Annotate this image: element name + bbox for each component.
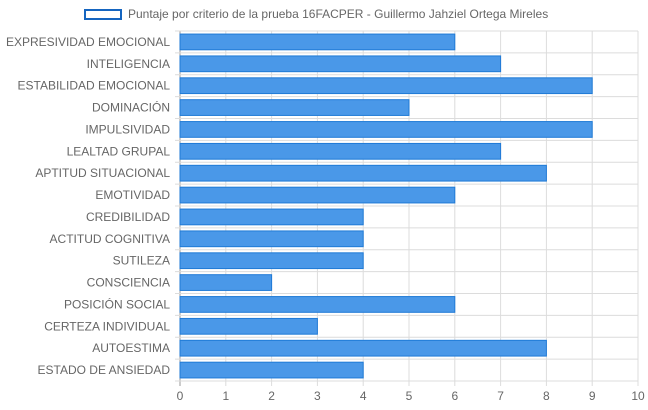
- y-category-label: CERTEZA INDIVIDUAL: [44, 319, 170, 333]
- x-tick-label: 2: [268, 389, 275, 403]
- x-tick-label: 8: [543, 389, 550, 403]
- y-category-label: IMPULSIVIDAD: [85, 122, 170, 136]
- x-tick-label: 10: [631, 389, 645, 403]
- bar: [179, 55, 502, 73]
- y-category-label: DOMINACIÓN: [92, 100, 170, 115]
- y-category-label: EXPRESIVIDAD EMOCIONAL: [6, 35, 170, 49]
- y-category-label: SUTILEZA: [113, 254, 170, 268]
- y-category-label: INTELIGENCIA: [87, 57, 170, 71]
- y-category-label: CREDIBILIDAD: [86, 210, 170, 224]
- x-tick-label: 1: [222, 389, 229, 403]
- bar: [179, 142, 502, 160]
- y-category-label: APTITUD SITUACIONAL: [35, 166, 170, 180]
- x-tick-label: 7: [497, 389, 504, 403]
- legend-label: Puntaje por criterio de la prueba 16FACP…: [128, 7, 549, 21]
- x-tick-label: 6: [451, 389, 458, 403]
- bar: [179, 274, 273, 291]
- legend-swatch: [84, 8, 122, 20]
- bar: [179, 186, 456, 204]
- chart-legend[interactable]: Puntaje por criterio de la prueba 16FACP…: [84, 6, 548, 22]
- bar: [179, 99, 410, 116]
- x-tick-label: 9: [589, 389, 596, 403]
- x-tick-label: 5: [406, 389, 413, 403]
- bar: [179, 33, 456, 51]
- bar: [179, 296, 456, 313]
- y-category-label: POSICIÓN SOCIAL: [64, 296, 170, 311]
- bar: [179, 208, 364, 226]
- bar: [179, 164, 547, 182]
- x-tick-label: 3: [314, 389, 321, 403]
- bar: [179, 317, 318, 335]
- bar: [179, 230, 364, 248]
- bar: [179, 339, 547, 357]
- y-category-label: AUTOESTIMA: [92, 341, 170, 355]
- y-category-label: LEALTAD GRUPAL: [67, 144, 171, 158]
- bar: [179, 77, 593, 95]
- y-category-label: EMOTIVIDAD: [95, 188, 170, 202]
- bar: [179, 252, 364, 270]
- y-category-label: ESTABILIDAD EMOCIONAL: [18, 79, 171, 93]
- y-category-label: ESTADO DE ANSIEDAD: [38, 363, 171, 377]
- y-category-label: CONSCIENCIA: [87, 276, 170, 290]
- bar: [179, 121, 593, 138]
- x-tick-label: 4: [360, 389, 367, 403]
- x-tick-label: 0: [177, 389, 184, 403]
- bar: [179, 361, 364, 379]
- y-category-label: ACTITUD COGNITIVA: [50, 232, 170, 246]
